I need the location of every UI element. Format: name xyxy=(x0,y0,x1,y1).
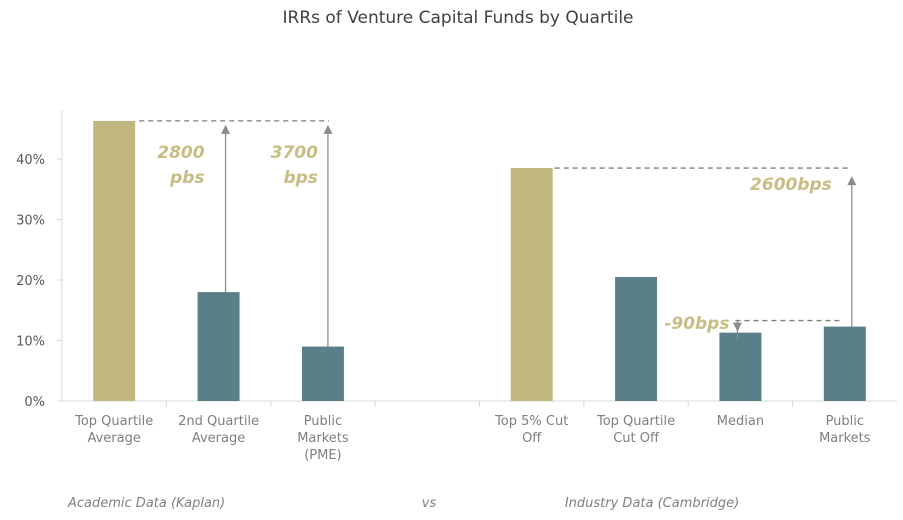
x-tick-label: Markets xyxy=(819,431,871,446)
bar xyxy=(301,346,344,401)
x-tick-label: Median xyxy=(717,414,764,429)
group-label-academic: Academic Data (Kaplan) xyxy=(67,496,225,511)
annotation-3700bps: 3700 xyxy=(271,143,318,163)
bars-layer xyxy=(93,120,866,401)
annotation-3700bps: bps xyxy=(283,168,317,188)
arrow-2600-head xyxy=(847,176,857,186)
x-tick-label: Off xyxy=(522,431,542,446)
bar xyxy=(197,292,240,401)
x-tick-label: Average xyxy=(87,431,140,446)
x-tick-label: Cut Off xyxy=(613,431,660,446)
bar xyxy=(93,120,136,401)
x-tick-label: Top 5% Cut xyxy=(494,414,568,429)
bar xyxy=(719,332,762,401)
x-tick-label: Markets xyxy=(297,431,349,446)
annotation-minus90bps: -90bps xyxy=(664,314,729,334)
annotations-layer: 2800 pbs 3700 bps 2600bps -90bps xyxy=(139,120,857,347)
group-label-vs: vs xyxy=(422,496,437,511)
annotation-2800pbs: pbs xyxy=(169,168,204,188)
y-tick-label: 40% xyxy=(16,153,45,168)
x-tick-label: (PME) xyxy=(304,448,341,463)
y-tick-label: 20% xyxy=(16,274,45,289)
annotation-2800pbs: 2800 xyxy=(157,143,204,163)
arrow-2800-head xyxy=(221,124,231,134)
bar xyxy=(823,326,866,401)
labels-layer: Top Quartile Average 2nd Quartile Average Pu… xyxy=(74,414,871,463)
bar xyxy=(510,168,553,401)
arrow-3700-head xyxy=(323,124,333,134)
x-tick-label: 2nd Quartile xyxy=(178,414,259,429)
axis-layer: 0% 10% 20% 30% 40% xyxy=(16,110,897,410)
x-tick-label: Average xyxy=(192,431,245,446)
chart-title: IRRs of Venture Capital Funds by Quartil… xyxy=(283,8,634,28)
bar xyxy=(615,276,658,401)
x-tick-label: Top Quartile xyxy=(596,414,675,429)
arrow-minus90-head xyxy=(732,322,742,332)
y-tick-label: 10% xyxy=(16,335,45,350)
x-tick-label: Top Quartile xyxy=(74,414,153,429)
group-label-industry: Industry Data (Cambridge) xyxy=(565,496,739,511)
y-tick-label: 0% xyxy=(24,395,45,410)
annotation-2600bps: 2600bps xyxy=(750,175,832,195)
x-tick-label: Public xyxy=(304,414,342,429)
y-tick-label: 30% xyxy=(16,214,45,229)
x-tick-label: Public xyxy=(826,414,864,429)
